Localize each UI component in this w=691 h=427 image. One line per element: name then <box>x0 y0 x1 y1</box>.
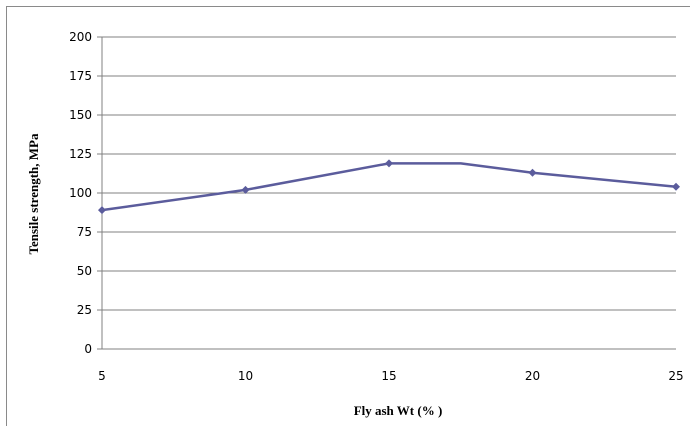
y-tick-label: 50 <box>77 264 92 278</box>
y-tick-label: 25 <box>77 303 92 317</box>
y-axis-title: Tensile strength, MPa <box>26 133 41 254</box>
y-tick-label: 0 <box>84 342 92 356</box>
data-point-marker <box>672 182 680 191</box>
y-tick-label: 125 <box>69 147 92 161</box>
y-tick-label: 175 <box>69 69 92 83</box>
x-tick-label: 20 <box>525 369 540 383</box>
x-axis-title: Fly ash Wt (% ) <box>354 403 443 418</box>
y-tick-label: 200 <box>69 30 92 44</box>
x-tick-label: 25 <box>668 369 683 383</box>
series-layer <box>98 159 680 215</box>
label-layer: 0 25 50 75 100 125 150 175 200 5 10 15 20 25 <box>69 30 684 383</box>
data-point-marker <box>385 159 393 168</box>
y-tick-label: 150 <box>69 108 92 122</box>
y-tick-label: 100 <box>69 186 92 200</box>
data-point-marker <box>528 168 537 177</box>
chart-frame <box>6 6 690 426</box>
data-point-marker <box>241 185 250 194</box>
series-line-0 <box>101 162 677 212</box>
y-tick-label: 75 <box>77 225 92 239</box>
x-tick-label: 5 <box>98 369 106 383</box>
x-tick-label: 10 <box>238 369 253 383</box>
x-tick-label: 15 <box>381 369 396 383</box>
data-point-marker <box>98 206 106 215</box>
grid-layer <box>97 36 676 350</box>
